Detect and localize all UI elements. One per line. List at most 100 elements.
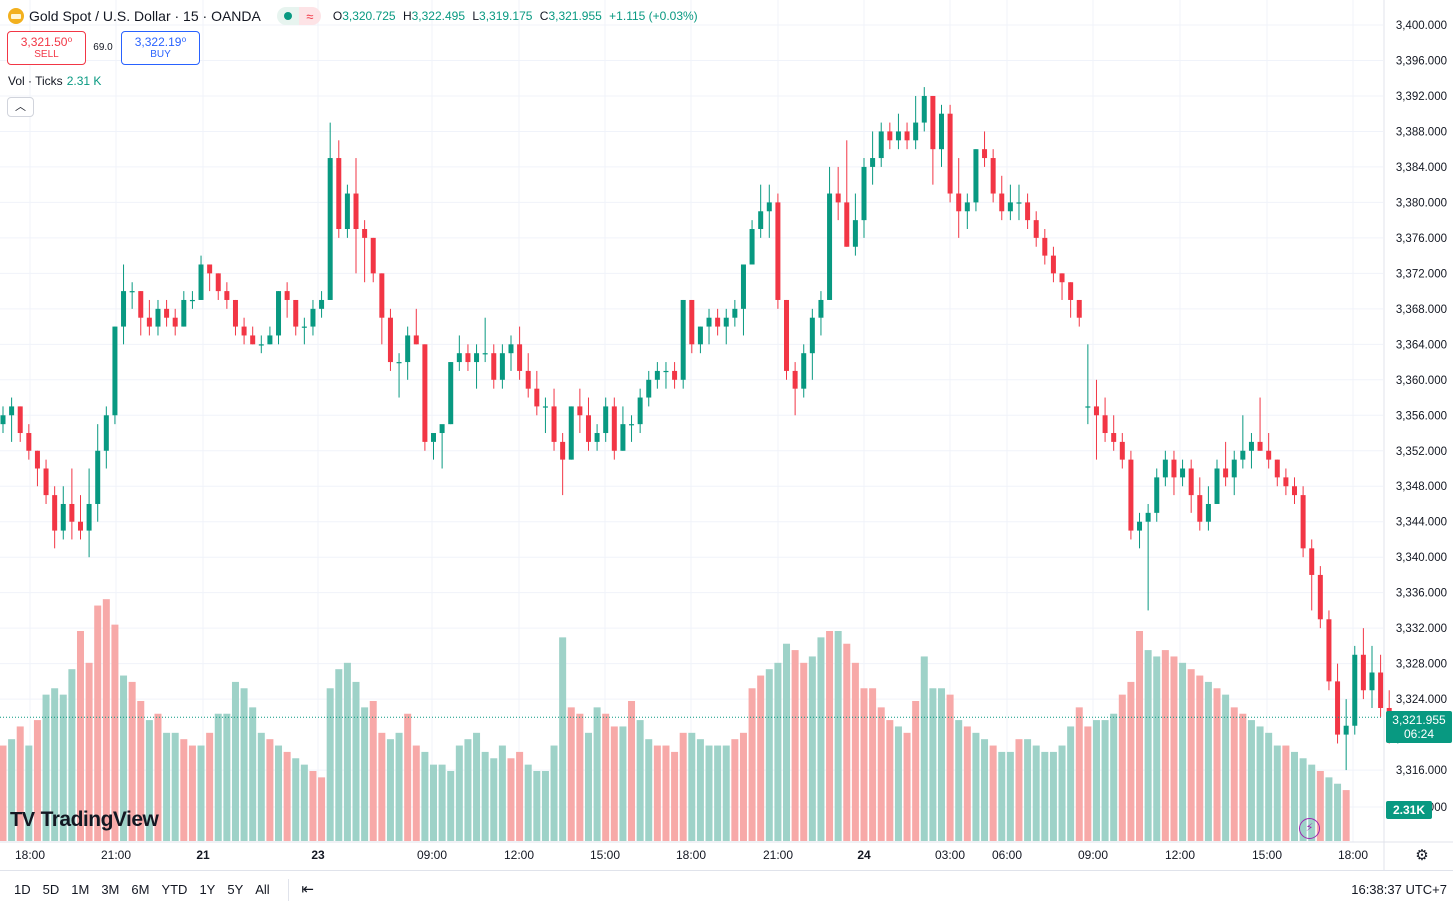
candle-body	[1180, 468, 1186, 478]
candle-body	[887, 131, 893, 141]
time-tick-label: 24	[857, 848, 871, 862]
volume-bar	[404, 713, 412, 841]
time-tick-label: 21:00	[763, 848, 793, 862]
candle-body	[319, 299, 325, 309]
candle-body	[1171, 459, 1177, 478]
volume-bar	[559, 637, 567, 841]
volume-bar	[145, 720, 153, 841]
symbol-title[interactable]: Gold Spot / U.S. Dollar · 15 · OANDA	[29, 8, 261, 24]
time-axis[interactable]: 18:00 21:00 21 23 09:00 12:00 15:00 18:00 21:00 2…	[0, 841, 1453, 862]
candle-body	[1300, 495, 1306, 549]
candle-body	[672, 370, 678, 380]
current-price-tag: 3,321.955 06:24	[1386, 711, 1452, 743]
candle-body	[258, 344, 264, 346]
volume-bar	[1247, 720, 1255, 841]
candle-body	[1076, 299, 1082, 318]
volume-bar	[602, 713, 610, 841]
volume-bar	[877, 707, 885, 841]
candle-body	[999, 193, 1005, 212]
volume-bar	[326, 688, 334, 841]
range-5d-button[interactable]: 5D	[37, 878, 66, 902]
time-tick-label: 12:00	[504, 848, 534, 862]
volume-bar	[963, 726, 971, 841]
volume-bar	[1282, 745, 1290, 841]
calendar-range-icon[interactable]: ⇤	[301, 880, 314, 898]
bar-countdown: 06:24	[1403, 727, 1435, 741]
volume-bar	[16, 726, 24, 841]
sell-button[interactable]: 3,321.50⁰ SELL	[7, 31, 86, 65]
candle-body	[224, 291, 230, 300]
volume-bar	[447, 771, 455, 841]
volume-bar	[1299, 758, 1307, 841]
time-tick-label: 18:00	[1338, 848, 1368, 862]
candle-body	[95, 450, 101, 504]
range-1d-button[interactable]: 1D	[8, 878, 37, 902]
range-1y-button[interactable]: 1Y	[193, 878, 221, 902]
volume-bar	[946, 694, 954, 841]
volume-legend[interactable]: Vol · Ticks 2.31 K	[8, 74, 101, 88]
volume-bar	[275, 745, 283, 841]
candle-body	[1266, 450, 1272, 460]
volume-bar	[671, 751, 679, 841]
candle-body	[301, 326, 307, 328]
volume-bar	[972, 732, 980, 841]
candle-body	[740, 264, 746, 309]
candle-body	[284, 291, 290, 300]
candle-body	[1042, 237, 1048, 256]
candle-body	[689, 299, 695, 345]
candle-body	[138, 291, 144, 318]
candle-body	[103, 415, 109, 451]
volume-bar	[171, 732, 179, 841]
candle-body	[499, 353, 505, 380]
buy-button[interactable]: 3,322.19⁰ BUY	[121, 31, 200, 65]
candle-body	[534, 388, 540, 407]
volume-bar	[791, 650, 799, 841]
range-1m-button[interactable]: 1M	[65, 878, 95, 902]
low-label: L	[472, 9, 480, 23]
price-chart[interactable]: 3,400.000 3,396.000 3,392.000 3,388.000 3,38…	[0, 0, 1453, 870]
volume-bar	[1015, 739, 1023, 841]
price-axis[interactable]: 3,400.000 3,396.000 3,392.000 3,388.000 3,38…	[1383, 0, 1447, 870]
candle-body	[1214, 468, 1220, 504]
candle-body	[784, 299, 790, 371]
spread-value: 69.0	[93, 42, 113, 53]
candle-body	[517, 344, 523, 371]
volume-bar	[214, 713, 222, 841]
volume-bar	[1092, 720, 1100, 841]
range-5y-button[interactable]: 5Y	[221, 878, 249, 902]
tradingview-logo[interactable]: TV TradingView	[10, 808, 159, 832]
candle-body	[1231, 459, 1237, 478]
volume-bar	[584, 732, 592, 841]
volume-bar	[257, 732, 265, 841]
chevron-up-icon[interactable]: ︿	[7, 97, 34, 117]
volume-bar	[541, 771, 549, 841]
range-ytd-button[interactable]: YTD	[155, 878, 193, 902]
volume-bar	[1067, 726, 1075, 841]
range-6m-button[interactable]: 6M	[125, 878, 155, 902]
market-status[interactable]: ≈	[276, 7, 321, 25]
range-3m-button[interactable]: 3M	[95, 878, 125, 902]
tradingview-wordmark: TradingView	[40, 808, 159, 831]
candle-body	[1240, 450, 1246, 460]
candle-body	[232, 299, 238, 327]
candle-body	[973, 149, 979, 203]
volume-bar	[1334, 783, 1342, 841]
volume-bar	[188, 745, 196, 841]
volume-bar	[619, 726, 627, 841]
candle-body	[1059, 273, 1065, 283]
candle-body	[413, 335, 419, 345]
range-all-button[interactable]: All	[249, 878, 275, 902]
volume-bar	[300, 764, 308, 841]
symbol-legend: Gold Spot / U.S. Dollar · 15 · OANDA ≈ O…	[8, 6, 702, 26]
gear-icon[interactable]: ⚙	[1415, 847, 1429, 864]
lightning-icon[interactable]: ⚡	[1299, 818, 1320, 839]
candle-body	[293, 299, 299, 327]
price-tick-label: 3,360.000	[1396, 375, 1447, 387]
volume-bar	[783, 643, 791, 841]
candle-body	[697, 326, 703, 345]
volume-bar	[438, 764, 446, 841]
volume-bar	[705, 745, 713, 841]
volume-bar	[1153, 656, 1161, 841]
clock[interactable]: 16:38:37 UTC+7	[1351, 882, 1447, 897]
volume-bar	[645, 739, 653, 841]
